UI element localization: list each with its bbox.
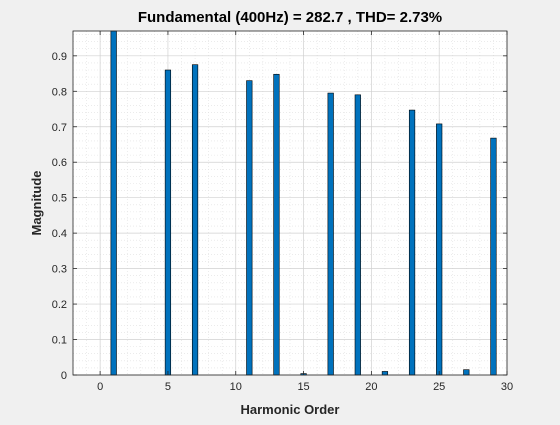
x-tick-label: 10 (230, 381, 242, 393)
bar-h23 (408, 109, 416, 376)
y-tick-label: 0.7 (52, 122, 67, 134)
y-tick-label: 0.1 (52, 335, 67, 347)
y-tick-label: 0.3 (52, 264, 67, 276)
bar-h11 (246, 80, 253, 376)
chart-title: Fundamental (400Hz) = 282.7 , THD= 2.73% (138, 9, 442, 26)
x-tick-label: 0 (97, 381, 103, 393)
bar-h17 (327, 92, 334, 376)
bar-h29 (490, 137, 497, 376)
bar-h25 (436, 123, 443, 376)
bar-series (110, 30, 497, 376)
bar-h1 (110, 30, 117, 376)
bar-h13 (273, 73, 280, 376)
y-axis-ticks: 0 0.1 0.2 0.3 0.4 0.5 0.6 0.7 0.8 0.9 (52, 51, 507, 382)
y-axis-title: Magnitude (29, 171, 44, 236)
bar-h19 (354, 94, 361, 376)
x-axis-title: Harmonic Order (241, 402, 340, 417)
y-tick-label: 0.9 (52, 51, 67, 63)
y-tick-label: 0.4 (52, 228, 67, 240)
y-tick-label: 0.8 (52, 86, 67, 98)
bar-h21 (381, 371, 389, 376)
x-tick-label: 15 (297, 381, 309, 393)
x-tick-label: 30 (501, 381, 513, 393)
x-tick-label: 20 (365, 381, 377, 393)
bar-h5 (164, 69, 172, 376)
x-tick-label: 5 (165, 381, 171, 393)
y-tick-label: 0.2 (52, 299, 67, 311)
y-tick-label: 0 (61, 370, 67, 382)
bar-h7 (191, 64, 199, 376)
x-axis-ticks: 0 5 10 15 20 25 30 (97, 31, 513, 393)
major-grid (73, 31, 508, 376)
bar-h27 (463, 369, 470, 376)
y-tick-label: 0.5 (52, 193, 67, 205)
plot-frame (72, 30, 508, 376)
x-tick-label: 25 (433, 381, 445, 393)
y-tick-label: 0.6 (52, 157, 67, 169)
